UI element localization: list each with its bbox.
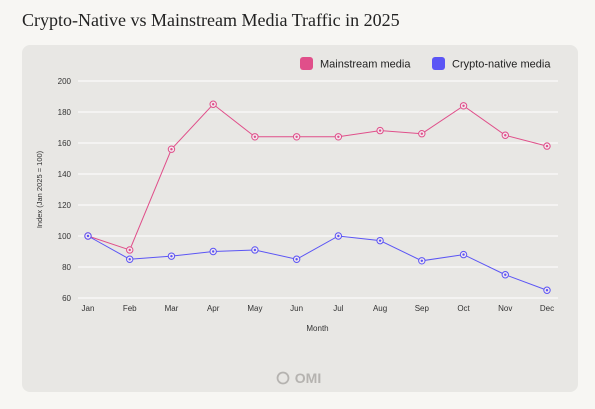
data-point-center [378, 129, 382, 132]
y-tick-label: 200 [58, 77, 72, 86]
data-point-center [86, 234, 90, 238]
data-point-center [337, 234, 340, 238]
watermark-logo: OMI [295, 370, 321, 386]
data-point-center [211, 250, 215, 253]
x-tick-label: Oct [457, 304, 470, 313]
legend-swatch [300, 57, 313, 70]
x-tick-label: Jun [290, 304, 303, 313]
data-point-center [462, 104, 465, 108]
legend-swatch [432, 57, 445, 70]
data-point-center [545, 144, 549, 148]
chart-card [22, 45, 578, 392]
watermark-logo-mark [276, 371, 290, 385]
data-point-center [462, 253, 465, 256]
x-tick-label: Mar [165, 304, 179, 313]
x-tick-label: Jan [82, 304, 95, 313]
x-tick-label: Jul [333, 304, 343, 313]
data-point-center [295, 135, 298, 138]
x-tick-label: May [247, 304, 262, 313]
data-point-center [295, 258, 298, 261]
data-point-center [337, 135, 340, 138]
x-axis-label: Month [306, 324, 328, 333]
x-tick-label: Apr [207, 304, 220, 313]
data-point-center [253, 135, 257, 138]
x-tick-label: Feb [123, 304, 137, 313]
x-tick-label: Sep [415, 304, 430, 313]
data-point-center [170, 254, 173, 258]
data-point-center [128, 248, 131, 252]
data-point-center [378, 239, 382, 242]
data-point-center [504, 273, 507, 276]
data-point-center [211, 103, 215, 106]
data-point-center [128, 258, 131, 261]
y-tick-label: 80 [62, 263, 71, 272]
data-point-center [420, 259, 424, 262]
legend-label: Mainstream media [320, 59, 411, 71]
y-tick-label: 60 [62, 294, 71, 303]
data-point-center [504, 134, 507, 137]
x-tick-label: Nov [498, 304, 512, 313]
x-tick-label: Aug [373, 304, 387, 313]
data-point-center [545, 289, 549, 292]
series-line [87, 235, 548, 291]
x-tick-label: Dec [540, 304, 554, 313]
y-tick-label: 180 [58, 108, 72, 117]
series-line [87, 103, 548, 251]
data-point-center [420, 132, 424, 135]
y-tick-label: 120 [58, 201, 72, 210]
y-tick-label: 160 [58, 139, 72, 148]
y-tick-label: 140 [58, 170, 72, 179]
y-tick-label: 100 [58, 232, 72, 241]
chart-title: Crypto-Native vs Mainstream Media Traffi… [22, 10, 400, 30]
y-axis-label: Index (Jan 2025 = 100) [35, 150, 44, 228]
data-point-center [170, 148, 173, 151]
data-point-center [253, 248, 257, 252]
legend-label: Crypto-native media [452, 59, 551, 71]
